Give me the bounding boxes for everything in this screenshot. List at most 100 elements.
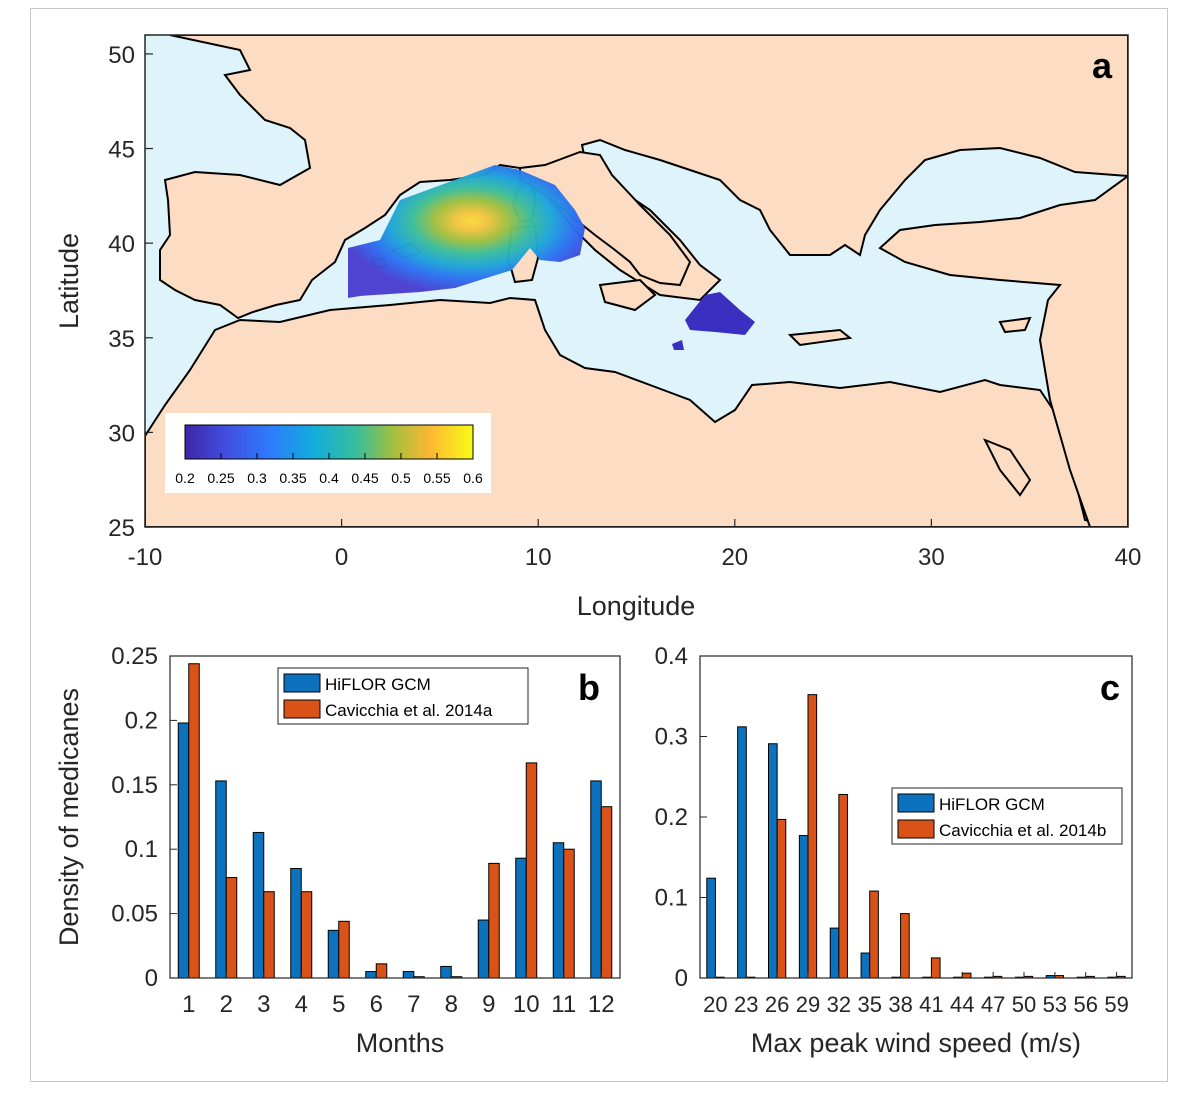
- colorbar-tick-label: 0.3: [247, 470, 267, 486]
- panel-b-bar-cavicchia: [188, 663, 200, 979]
- panel-b-x-tick-label: 6: [370, 991, 383, 1018]
- panel-b-bar-hiflor: [365, 971, 377, 979]
- map-y-tick-label: 35: [108, 326, 135, 353]
- panel-c-bar-hiflor: [737, 726, 747, 979]
- panel-c-x-tick-label: 44: [950, 992, 974, 1017]
- colorbar-ticks: 0.2 0.25 0.3 0.35 0.4 0.45 0.5 0.55 0.6: [175, 453, 483, 486]
- map-x-tick-label: 0: [335, 544, 348, 571]
- panel-c-bar-cavicchia: [961, 972, 972, 979]
- panel-b-x-tick-label: 1: [182, 991, 195, 1018]
- panel-c-bar-cavicchia: [900, 913, 910, 979]
- panel-b-y-tick-label: 0.1: [125, 836, 158, 863]
- map-axes-box: [144, 34, 1129, 528]
- panel-c-bar-hiflor: [829, 927, 840, 979]
- panel-b-x-tick-label: 10: [513, 991, 540, 1018]
- legend-c-label-cavicchia: Cavicchia et al. 2014b: [939, 821, 1106, 840]
- panel-c-bar-hiflor: [768, 743, 778, 979]
- panel-b-bar-hiflor: [440, 965, 452, 979]
- map-x-tick-label: 20: [721, 544, 748, 571]
- panel-b-bar-hiflor: [327, 929, 340, 979]
- panel-b-x-tick-label: 12: [588, 991, 615, 1018]
- colorbar: 0.2 0.25 0.3 0.35 0.4 0.45 0.5 0.55 0.6: [165, 413, 491, 493]
- panel-b-y-tick-label: 0.2: [125, 707, 158, 734]
- panel-c-x-tick-label: 23: [734, 992, 758, 1017]
- panel-b-x-tick-label: 9: [482, 991, 495, 1018]
- colorbar-tick-label: 0.35: [279, 470, 306, 486]
- panel-b-x-tick-label: 11: [551, 991, 576, 1018]
- panel-b-bar-cavicchia: [263, 891, 275, 979]
- panel-b-bar-hiflor: [590, 780, 602, 979]
- legend-b-label-hiflor: HiFLOR GCM: [325, 675, 431, 694]
- panel-b-bar-hiflor: [402, 971, 415, 979]
- map-y-tick-label: 25: [108, 515, 135, 542]
- panel-b-bar-cavicchia: [225, 877, 238, 979]
- panel-b-x-tick-label: 4: [295, 991, 308, 1018]
- legend-c-swatch-hiflor: [897, 793, 935, 813]
- panel-c-x-tick-label: 53: [1043, 992, 1067, 1017]
- panel-b-bar-cavicchia: [375, 963, 388, 979]
- panel-c: 20 23 26 29 32 35 38 41 44 47 50 53 56 59 0 0.1 0.2 0.3 0.…: [655, 643, 1133, 1058]
- map-x-tick-label: 40: [1115, 544, 1142, 571]
- panel-c-y-tick-label: 0: [675, 965, 688, 992]
- panel-b-bar-cavicchia: [600, 806, 613, 979]
- panel-b-bar-cavicchia: [338, 920, 350, 979]
- map-y-tick-label: 45: [108, 137, 135, 164]
- map-x-tick-label: -10: [128, 544, 163, 571]
- land-cyprus: [998, 316, 1032, 334]
- panel-b-bar-cavicchia: [563, 848, 575, 979]
- land-sinai: [982, 438, 1032, 497]
- panel-c-x-tick-label: 20: [703, 992, 727, 1017]
- panel-b-x-tick-label: 5: [332, 991, 345, 1018]
- panel-b-x-tick-label: 7: [407, 991, 420, 1018]
- panel-c-x-tick-label: 29: [796, 992, 820, 1017]
- map-x-ticks: -10 0 10 20 30 40: [128, 519, 1142, 571]
- panel-c-bar-cavicchia: [930, 957, 941, 979]
- map-y-tick-label: 50: [108, 42, 135, 69]
- panel-c-bar-cavicchia: [776, 818, 787, 979]
- legend-b-label-cavicchia: Cavicchia et al. 2014a: [325, 701, 493, 720]
- legend-b-swatch-hiflor: [283, 673, 321, 693]
- panel-label-c: c: [1100, 667, 1120, 708]
- colorbar-tick-label: 0.45: [351, 470, 378, 486]
- map-y-tick-label: 40: [108, 231, 135, 258]
- panel-c-bar-cavicchia: [838, 793, 848, 979]
- density-hotspot-ionian: [672, 292, 755, 350]
- panel-b-bar-hiflor: [215, 780, 227, 979]
- panel-c-x-tick-label: 35: [857, 992, 881, 1017]
- colorbar-tick-label: 0.25: [207, 470, 234, 486]
- panel-c-bar-hiflor: [860, 952, 871, 979]
- panel-c-y-tick-label: 0.3: [655, 724, 688, 751]
- map-panel: 0.2 0.25 0.3 0.35 0.4 0.45 0.5 0.55 0.6 a -10 0 10…: [54, 34, 1142, 621]
- panel-c-x-tick-label: 32: [827, 992, 851, 1017]
- panel-b-y-tick-label: 0: [145, 965, 158, 992]
- panel-b-x-tick-label: 3: [257, 991, 270, 1018]
- panel-b-y-tick-label: 0.15: [111, 772, 158, 799]
- panel-b-bar-hiflor: [515, 857, 527, 979]
- panel-b-x-tick-label: 2: [220, 991, 233, 1018]
- ticks-c: 20 23 26 29 32 35 38 41 44 47 50 53 56 59 0 0.1 0.2 0.3 0.…: [655, 643, 1129, 1017]
- land-crete: [787, 328, 853, 347]
- panel-c-bar-cavicchia: [807, 694, 818, 979]
- colorbar-tick-label: 0.5: [391, 470, 411, 486]
- panel-b-bar-hiflor: [552, 842, 565, 979]
- panel-c-x-tick-label: 41: [919, 992, 943, 1017]
- panel-c-bar-hiflor: [798, 835, 809, 979]
- colorbar-tick-label: 0.2: [175, 470, 195, 486]
- land-sicily: [598, 278, 657, 312]
- colorbar-tick-label: 0.55: [423, 470, 450, 486]
- bars-c: [706, 694, 1126, 979]
- map-y-label: Latitude: [54, 233, 84, 329]
- panel-b-x-label: Months: [356, 1028, 445, 1058]
- map-x-label: Longitude: [577, 591, 696, 621]
- panel-c-bar-cavicchia: [869, 890, 879, 979]
- land-middle-east: [878, 174, 1128, 527]
- panel-b-bar-hiflor: [177, 722, 190, 979]
- panel-c-y-tick-label: 0.2: [655, 804, 688, 831]
- legend-c-swatch-cavicchia: [897, 819, 935, 839]
- panel-c-x-label: Max peak wind speed (m/s): [751, 1028, 1081, 1058]
- legend-b: HiFLOR GCM Cavicchia et al. 2014a: [277, 667, 529, 725]
- legend-c: HiFLOR GCM Cavicchia et al. 2014b: [891, 787, 1123, 845]
